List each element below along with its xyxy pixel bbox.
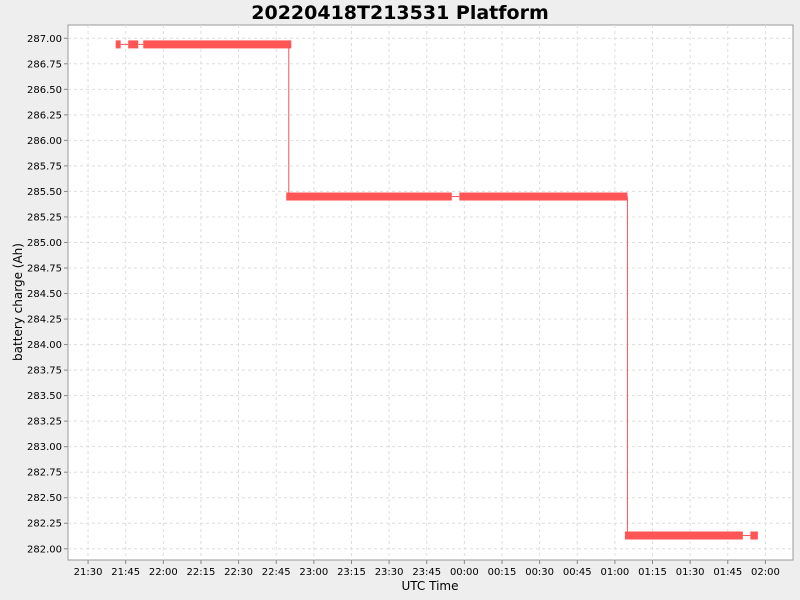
x-tick-label: 00:15: [488, 567, 517, 578]
x-tick-label: 01:00: [600, 567, 629, 578]
x-tick-label: 21:30: [74, 567, 103, 578]
series-segment: [115, 40, 121, 49]
y-tick-label: 283.50: [27, 391, 62, 402]
y-tick-label: 285.00: [27, 238, 62, 249]
series-segment: [624, 531, 743, 540]
x-tick-label: 23:15: [337, 567, 366, 578]
x-tick-label: 01:45: [713, 567, 742, 578]
y-tick-label: 286.00: [27, 136, 62, 147]
y-tick-label: 284.25: [27, 315, 62, 326]
y-tick-label: 286.25: [27, 110, 62, 121]
y-tick-label: 282.50: [27, 493, 62, 504]
y-tick-label: 282.75: [27, 468, 62, 479]
x-tick-label: 01:30: [676, 567, 705, 578]
x-tick-label: 23:00: [299, 567, 328, 578]
y-tick-label: 286.75: [27, 59, 62, 70]
y-tick-label: 282.25: [27, 519, 62, 530]
series-segment: [128, 40, 139, 49]
x-tick-label: 22:45: [262, 567, 291, 578]
grid: [68, 25, 793, 560]
x-tick-label: 23:45: [412, 567, 441, 578]
chart-title: 20220418T213531 Platform: [251, 2, 549, 24]
series-segment: [143, 40, 292, 49]
y-tick-label: 284.50: [27, 289, 62, 300]
y-tick-label: 285.25: [27, 212, 62, 223]
x-tick-label: 23:30: [375, 567, 404, 578]
y-tick-label: 287.00: [27, 34, 62, 45]
x-tick-label: 00:30: [525, 567, 554, 578]
x-ticks: 21:30 21:45 22:00 22:15 22:30 22:45 23:00 23:15…: [74, 560, 780, 578]
y-tick-label: 283.00: [27, 442, 62, 453]
x-tick-label: 02:00: [751, 567, 780, 578]
x-tick-label: 22:15: [187, 567, 216, 578]
series-segment: [459, 192, 628, 201]
x-tick-label: 22:30: [224, 567, 253, 578]
x-tick-label: 21:45: [111, 567, 140, 578]
plot-area: [67, 24, 794, 561]
y-tick-label: 285.75: [27, 161, 62, 172]
x-tick-label: 01:15: [638, 567, 667, 578]
x-tick-label: 00:00: [450, 567, 479, 578]
y-ticks: 282.00 282.25 282.50 282.75 283.00 283.25 283.…: [27, 34, 68, 555]
data-series: [115, 40, 758, 540]
x-axis-label: UTC Time: [402, 579, 459, 593]
y-axis-label: battery charge (Ah): [11, 243, 25, 361]
y-tick-label: 285.50: [27, 187, 62, 198]
y-tick-label: 286.50: [27, 85, 62, 96]
series-segment: [750, 531, 758, 540]
x-tick-label: 22:00: [149, 567, 178, 578]
y-tick-label: 284.00: [27, 340, 62, 351]
series-segment: [286, 192, 452, 201]
y-tick-label: 282.00: [27, 544, 62, 555]
x-tick-label: 00:45: [563, 567, 592, 578]
y-tick-label: 283.75: [27, 366, 62, 377]
y-tick-label: 283.25: [27, 417, 62, 428]
y-tick-label: 284.75: [27, 263, 62, 274]
